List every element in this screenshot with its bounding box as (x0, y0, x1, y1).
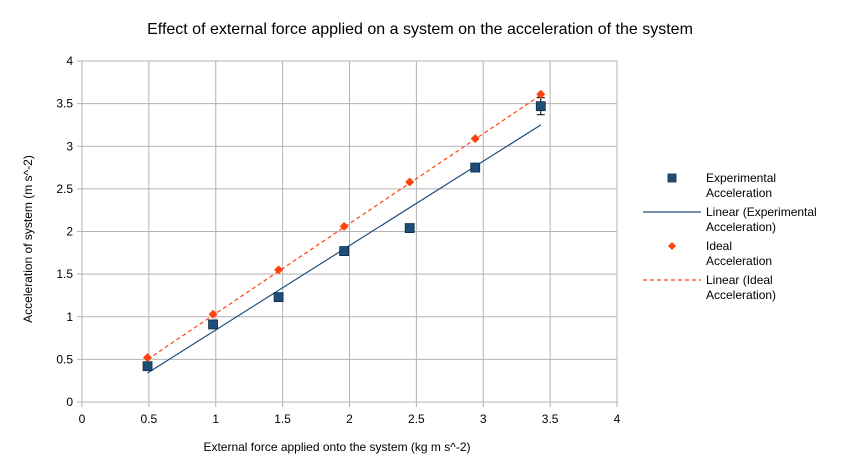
y-tick-label: 3.5 (56, 97, 73, 111)
y-axis-ticks: 0 0.5 1 1.5 2 2.5 3 3.5 4 (56, 54, 73, 409)
x-tick-label: 0.5 (141, 412, 158, 426)
y-tick-label: 2 (66, 225, 73, 239)
trendlines (147, 94, 542, 374)
legend-label: Acceleration) (706, 220, 776, 234)
experimental-point (535, 101, 546, 112)
x-axis-label: External force applied onto the system (… (203, 440, 470, 454)
y-axis-label: Acceleration of system (m s^-2) (21, 155, 35, 323)
x-tick-label: 4 (614, 412, 621, 426)
data-points (142, 89, 546, 372)
legend-label: Acceleration (706, 254, 772, 268)
ideal-point (274, 265, 284, 275)
legend-label: Ideal (706, 239, 732, 253)
experimental-point (404, 223, 415, 233)
y-tick-label: 2.5 (56, 182, 73, 196)
x-tick-label: 0 (79, 412, 86, 426)
x-tick-label: 2 (346, 412, 353, 426)
y-tick-label: 0.5 (56, 352, 73, 366)
y-tick-label: 0 (66, 395, 73, 409)
legend-label: Acceleration (706, 186, 772, 200)
ideal-point (470, 134, 480, 144)
legend-diamond-icon (668, 242, 676, 250)
experimental-point (470, 162, 481, 173)
x-tick-label: 1 (212, 412, 219, 426)
x-tick-label: 3.5 (542, 412, 559, 426)
x-axis-ticks: 0 0.5 1 1.5 2 2.5 3 3.5 4 (79, 412, 621, 426)
x-tick-label: 3 (480, 412, 487, 426)
legend-label: Linear (Ideal (706, 273, 773, 287)
y-tick-label: 1.5 (56, 267, 73, 281)
ideal-point (405, 177, 415, 187)
ideal-point (143, 353, 153, 363)
experimental-point (142, 361, 153, 372)
experimental-point (339, 246, 350, 257)
experimental-point (273, 292, 284, 303)
ideal-point (536, 89, 546, 99)
legend-label: Experimental (706, 171, 776, 185)
x-tick-label: 2.5 (408, 412, 425, 426)
y-tick-label: 3 (66, 139, 73, 153)
x-tick-label: 1.5 (274, 412, 291, 426)
experimental-point (208, 319, 218, 330)
chart-title: Effect of external force applied on a sy… (147, 21, 693, 38)
ideal-point (339, 221, 349, 231)
legend-label: Linear (Experimental (706, 205, 817, 219)
legend-label: Acceleration) (706, 288, 776, 302)
ideal-point (208, 309, 218, 319)
y-tick-label: 1 (66, 310, 73, 324)
legend-square-icon (667, 173, 677, 183)
grid (77, 60, 618, 407)
y-tick-label: 4 (66, 54, 73, 68)
